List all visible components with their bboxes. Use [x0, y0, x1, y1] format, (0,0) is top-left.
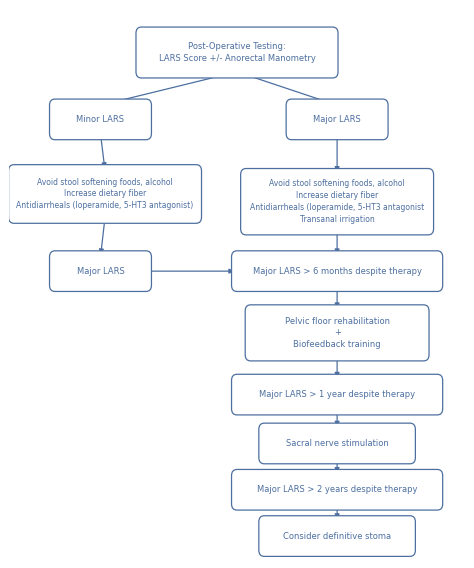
Text: Minor LARS: Minor LARS [76, 115, 125, 124]
FancyBboxPatch shape [245, 305, 429, 361]
FancyBboxPatch shape [259, 516, 415, 557]
FancyBboxPatch shape [136, 27, 338, 78]
Text: Major LARS > 1 year despite therapy: Major LARS > 1 year despite therapy [259, 390, 415, 399]
FancyBboxPatch shape [49, 251, 152, 291]
FancyBboxPatch shape [49, 99, 152, 140]
FancyBboxPatch shape [286, 99, 388, 140]
Text: Avoid stool softening foods, alcohol
Increase dietary fiber
Antidiarrheals (lope: Avoid stool softening foods, alcohol Inc… [17, 178, 194, 210]
FancyBboxPatch shape [231, 374, 443, 415]
Text: Post-Operative Testing:
LARS Score +/- Anorectal Manometry: Post-Operative Testing: LARS Score +/- A… [159, 42, 315, 63]
FancyBboxPatch shape [259, 423, 415, 464]
Text: Consider definitive stoma: Consider definitive stoma [283, 532, 391, 541]
Text: Sacral nerve stimulation: Sacral nerve stimulation [286, 439, 389, 448]
FancyBboxPatch shape [241, 169, 434, 235]
Text: Major LARS > 6 months despite therapy: Major LARS > 6 months despite therapy [253, 266, 421, 275]
FancyBboxPatch shape [231, 251, 443, 291]
Text: Major LARS > 2 years despite therapy: Major LARS > 2 years despite therapy [257, 485, 418, 494]
FancyBboxPatch shape [231, 469, 443, 510]
Text: Major LARS: Major LARS [313, 115, 361, 124]
Text: Major LARS: Major LARS [77, 266, 124, 275]
FancyBboxPatch shape [9, 165, 201, 223]
Text: Avoid stool softening foods, alcohol
Increase dietary fiber
Antidiarrheals (lope: Avoid stool softening foods, alcohol Inc… [250, 179, 424, 224]
Text: Pelvic floor rehabilitation
+
Biofeedback training: Pelvic floor rehabilitation + Biofeedbac… [284, 316, 390, 349]
